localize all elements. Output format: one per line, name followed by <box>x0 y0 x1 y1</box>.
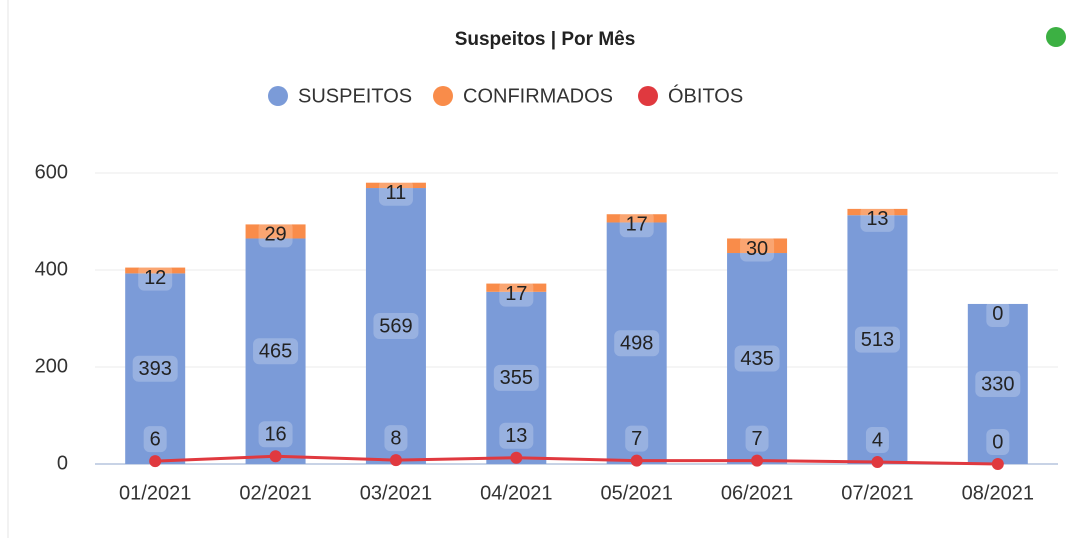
line-point <box>510 451 523 464</box>
status-dot <box>1046 27 1066 47</box>
data-label-bg <box>138 264 173 291</box>
line-point <box>389 454 402 467</box>
data-label-bg <box>132 355 178 382</box>
data-label-bg <box>975 370 1021 397</box>
y-tick-label: 600 <box>35 161 68 183</box>
data-label: 12 <box>144 267 166 289</box>
data-label: 17 <box>626 214 648 236</box>
data-label: 435 <box>740 348 773 370</box>
legend-marker <box>268 86 288 106</box>
bar-segment <box>486 283 547 292</box>
x-tick-label: 02/2021 <box>239 482 311 504</box>
data-label-bg <box>499 422 534 449</box>
legend-marker <box>433 86 453 106</box>
x-tick-label: 06/2021 <box>721 482 793 504</box>
bar-segment <box>967 303 1028 464</box>
data-label: 0 <box>992 431 1003 453</box>
data-label: 330 <box>981 373 1014 395</box>
bar-segment <box>125 267 186 274</box>
legend-label: ÓBITOS <box>668 84 743 107</box>
x-tick-label: 01/2021 <box>119 482 191 504</box>
data-label: 4 <box>872 429 883 451</box>
data-label-bg <box>986 429 1010 455</box>
line-point <box>149 455 162 468</box>
data-label: 6 <box>150 428 161 450</box>
data-label: 30 <box>746 238 768 260</box>
line-point <box>871 456 884 469</box>
data-label: 7 <box>631 428 642 450</box>
line-point <box>991 458 1004 470</box>
line-point <box>269 450 282 463</box>
line-point <box>630 454 643 467</box>
legend-label: SUSPEITOS <box>298 85 412 107</box>
data-label-bg <box>499 280 534 307</box>
bar-segment <box>606 214 667 223</box>
data-label-bg <box>143 426 167 453</box>
data-label-bg <box>854 326 900 353</box>
data-label-bg <box>986 300 1010 327</box>
chart-title: Suspeitos | Por Mês <box>455 29 636 50</box>
data-label: 498 <box>620 333 653 355</box>
data-label: 11 <box>386 182 407 204</box>
data-label: 465 <box>259 341 292 363</box>
legend-marker <box>638 86 658 106</box>
data-label: 17 <box>505 283 527 305</box>
bar-segment <box>606 222 667 464</box>
data-label-bg <box>860 205 895 232</box>
data-label: 393 <box>139 358 172 380</box>
data-label-bg <box>384 425 408 452</box>
data-label-bg <box>619 211 654 238</box>
bar-segment <box>727 238 788 254</box>
data-label-bg <box>493 364 539 391</box>
data-label-bg <box>865 427 889 454</box>
x-tick-label: 03/2021 <box>360 482 432 504</box>
data-label-bg <box>258 221 293 248</box>
data-label: 16 <box>264 424 286 446</box>
data-label-bg <box>745 425 769 452</box>
data-label: 355 <box>500 367 533 389</box>
x-tick-label: 05/2021 <box>601 482 673 504</box>
y-tick-label: 200 <box>35 355 68 377</box>
data-label-bg <box>258 421 293 448</box>
data-label-bg <box>734 345 780 372</box>
line-point <box>751 454 764 467</box>
x-tick-label: 04/2021 <box>480 482 552 504</box>
data-label: 513 <box>861 329 894 351</box>
data-label: 29 <box>264 224 286 246</box>
data-label: 13 <box>866 208 888 230</box>
bar-segment <box>847 215 908 464</box>
data-label-bg <box>625 425 649 452</box>
data-label-bg <box>373 313 419 340</box>
bar-segment <box>245 224 306 239</box>
bar-segment <box>365 182 426 189</box>
data-label: 0 <box>992 303 1003 325</box>
bar-segment <box>727 253 788 464</box>
bar-segment <box>847 208 908 216</box>
data-label: 8 <box>390 427 401 449</box>
y-tick-label: 400 <box>35 258 68 280</box>
data-label: 569 <box>379 315 412 337</box>
data-label-bg <box>378 179 413 206</box>
data-label: 7 <box>752 428 763 450</box>
line <box>155 454 998 466</box>
data-label-bg <box>740 235 775 262</box>
bar-segment <box>125 273 186 464</box>
bar-segment <box>365 188 426 464</box>
x-tick-label: 07/2021 <box>841 482 913 504</box>
data-label-bg <box>614 330 660 357</box>
bar-segment <box>486 291 547 464</box>
data-label: 13 <box>505 425 527 447</box>
legend-label: CONFIRMADOS <box>463 85 613 107</box>
y-tick-label: 0 <box>57 452 68 474</box>
x-tick-label: 08/2021 <box>962 482 1034 504</box>
bar-segment <box>245 238 306 464</box>
data-label-bg <box>253 338 299 365</box>
